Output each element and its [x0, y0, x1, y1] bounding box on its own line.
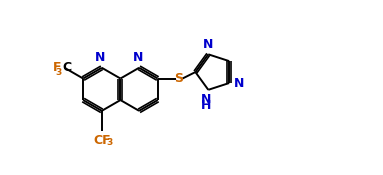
- Text: N: N: [133, 51, 143, 64]
- Text: S: S: [173, 72, 183, 85]
- Text: CF: CF: [93, 134, 111, 147]
- Text: N: N: [201, 93, 212, 106]
- Text: H: H: [201, 99, 212, 112]
- Text: C: C: [62, 61, 71, 74]
- Text: F: F: [53, 61, 62, 74]
- Text: 3: 3: [56, 68, 62, 77]
- Text: N: N: [234, 76, 244, 90]
- Text: N: N: [203, 38, 213, 51]
- Text: N: N: [95, 51, 106, 64]
- Text: 3: 3: [106, 138, 113, 147]
